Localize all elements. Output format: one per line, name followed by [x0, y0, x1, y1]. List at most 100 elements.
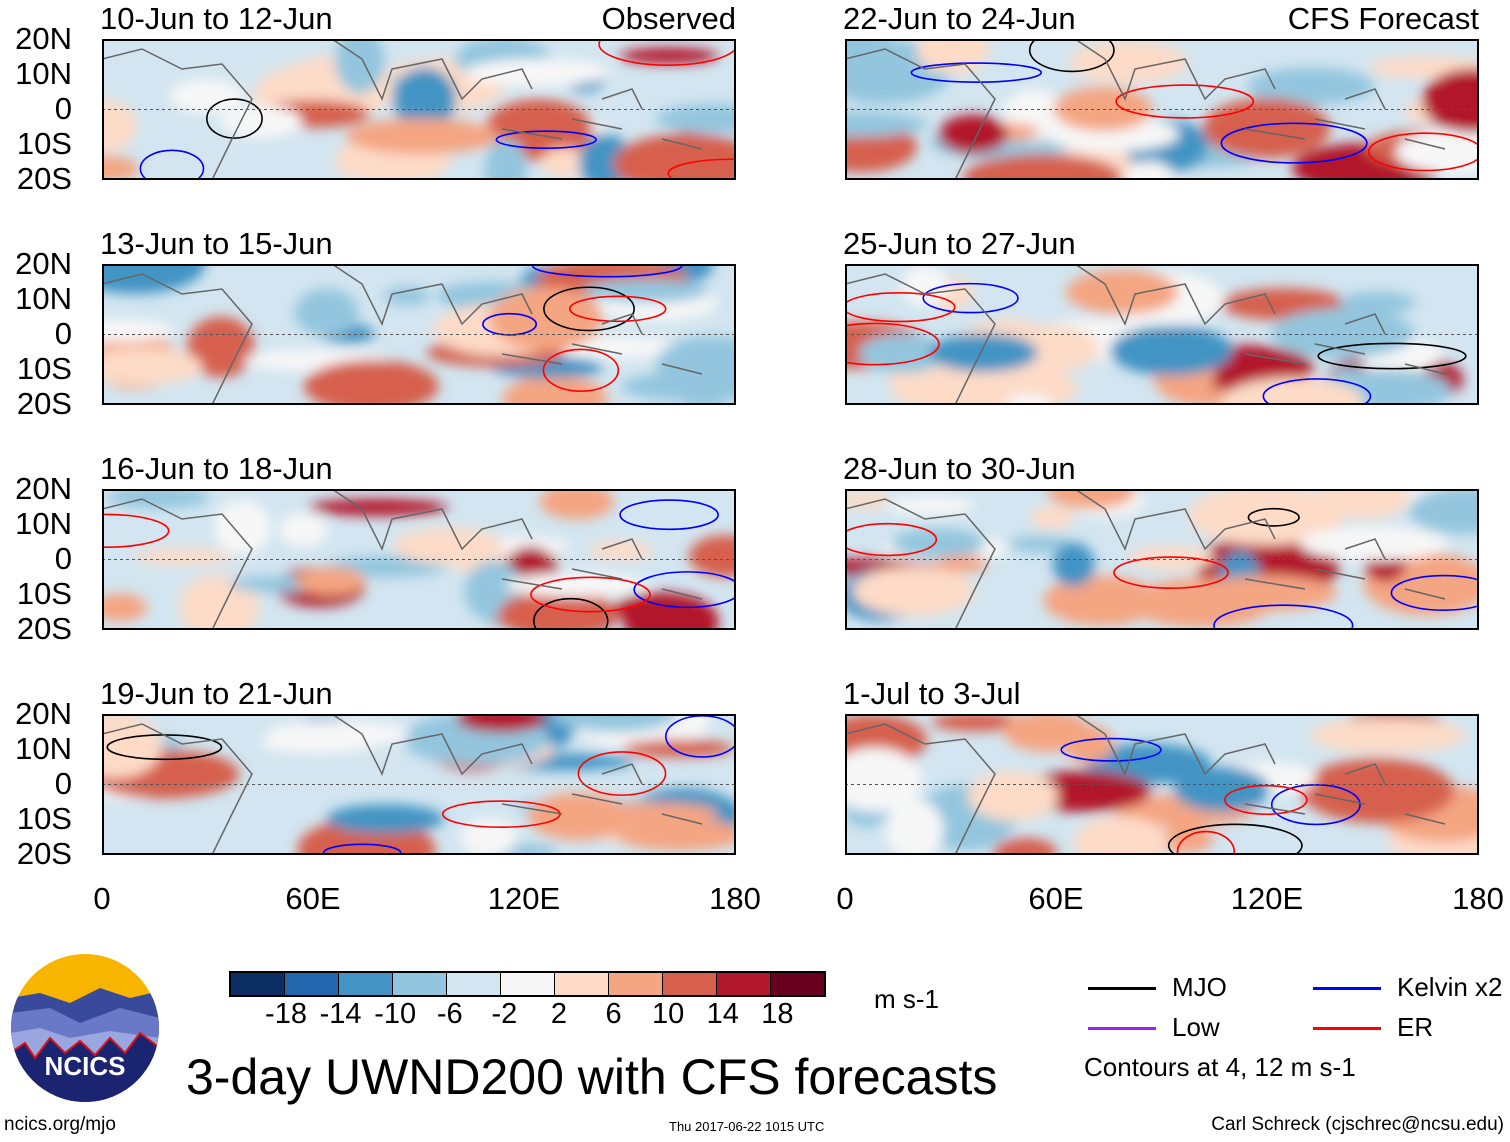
coastline: [102, 39, 703, 180]
anomaly-shading: [938, 114, 1008, 154]
anomaly-shading: [1008, 535, 1073, 553]
anomaly-shading: [1006, 393, 1052, 405]
map-frame: [845, 264, 1479, 405]
wave-contour: [1317, 342, 1467, 370]
wave-contour: [619, 499, 719, 531]
anomaly-shading: [1222, 377, 1364, 405]
colorbar-tick: 14: [706, 998, 739, 1030]
anomaly-shading: [845, 747, 922, 812]
y-tick-label: 20N: [15, 471, 72, 506]
wave-contour: [206, 98, 263, 139]
anomaly-shading: [1247, 67, 1375, 105]
wave-contour: [102, 513, 170, 549]
wave-contour: [139, 149, 205, 180]
x-tick-label: 0: [93, 881, 111, 916]
x-tick-label: 180: [709, 881, 761, 916]
colorbar-swatch: [771, 973, 824, 995]
legend-line: [1313, 987, 1381, 990]
y-tick-label: 20S: [16, 386, 72, 421]
anomaly-shading: [1073, 816, 1168, 855]
anomaly-shading: [655, 104, 736, 134]
anomaly-shading: [936, 555, 989, 573]
ncics-logo: NCICS: [11, 954, 159, 1102]
y-tick-label: 10S: [16, 576, 72, 611]
anomaly-shading: [1270, 308, 1415, 359]
anomaly-shading: [169, 79, 244, 114]
map-frame: [845, 39, 1479, 180]
anomaly-shading: [1174, 767, 1270, 812]
map-panel: [845, 264, 1479, 405]
anomaly-shading: [967, 771, 1059, 822]
anomaly-shading: [528, 792, 630, 841]
map-frame: [845, 714, 1479, 855]
wave-contour: [1060, 737, 1162, 762]
y-tick-label: 0: [54, 91, 72, 126]
coastline: [102, 714, 703, 855]
anomaly-shading: [133, 548, 235, 565]
anomaly-shading: [102, 155, 140, 180]
anomaly-shading: [308, 498, 449, 516]
anomaly-shading: [1202, 98, 1331, 159]
map-panel: [102, 39, 736, 180]
map-frame: [845, 489, 1479, 630]
anomaly-shading: [845, 39, 893, 51]
anomaly-shading: [1299, 526, 1449, 561]
y-tick-label: 10S: [16, 801, 72, 836]
colorbar-swatch: [501, 973, 555, 995]
wave-contour: [577, 751, 667, 796]
colorbar-swatch: [285, 973, 339, 995]
colorbar-tick: 10: [652, 998, 685, 1030]
wave-contour: [322, 843, 402, 855]
wave-contour: [530, 576, 651, 613]
anomaly-shading: [539, 489, 615, 520]
wave-contour: [845, 292, 956, 323]
anomaly-shading: [963, 154, 1123, 180]
y-tick-label: 0: [54, 541, 72, 576]
footer-author: Carl Schreck (cjschrec@ncsu.edu): [1211, 1114, 1504, 1135]
anomaly-shading: [886, 799, 944, 855]
y-tick-label: 10N: [15, 731, 72, 766]
anomaly-shading: [858, 333, 948, 373]
anomaly-shading: [393, 527, 505, 565]
panel-title: 13-Jun to 15-Jun: [100, 226, 333, 261]
anomaly-shading: [278, 512, 328, 548]
anomaly-shading: [540, 147, 588, 178]
wave-contour: [543, 286, 635, 332]
footer-url[interactable]: ncics.org/mjo: [4, 1114, 116, 1135]
anomaly-shading: [845, 491, 890, 510]
y-tick-label: 20S: [16, 161, 72, 196]
anomaly-shading: [1068, 41, 1188, 84]
anomaly-shading: [622, 739, 735, 758]
panel-title: 16-Jun to 18-Jun: [100, 451, 333, 486]
anomaly-shading: [107, 489, 210, 509]
colorbar-swatch: [717, 973, 771, 995]
anomaly-shading: [886, 496, 976, 515]
panel-title: 1-Jul to 3-Jul: [843, 676, 1021, 711]
anomaly-shading: [1052, 542, 1095, 587]
y-tick-label: 10N: [15, 506, 72, 541]
colorbar-swatch: [231, 973, 285, 995]
colorbar-swatch: [609, 973, 663, 995]
wave-contour: [1367, 132, 1479, 172]
colorbar-swatch: [447, 973, 501, 995]
contour-note: Contours at 4, 12 m s-1: [1084, 1052, 1356, 1082]
anomaly-shading: [464, 58, 611, 87]
anomaly-shading: [929, 333, 1038, 372]
anomaly-shading: [551, 714, 679, 733]
map-frame: [102, 489, 736, 630]
wave-contour: [1224, 784, 1308, 816]
wave-contour: [1113, 556, 1229, 590]
anomaly-shading: [1300, 758, 1455, 824]
anomaly-shading: [931, 714, 1019, 732]
figure-title: 3-day UWND200 with CFS forecasts: [186, 1049, 998, 1105]
anomaly-shading: [614, 592, 704, 627]
anomaly-shading: [845, 111, 928, 138]
anomaly-shading: [1409, 489, 1479, 535]
colorbar-tick: -14: [319, 998, 362, 1030]
wave-contour: [845, 522, 938, 557]
colorbar-tick: -6: [436, 998, 463, 1030]
panel-label: Observed: [601, 1, 736, 36]
wave-contour: [1167, 823, 1303, 855]
anomaly-shading: [1128, 546, 1215, 571]
map-panel: [102, 489, 736, 630]
